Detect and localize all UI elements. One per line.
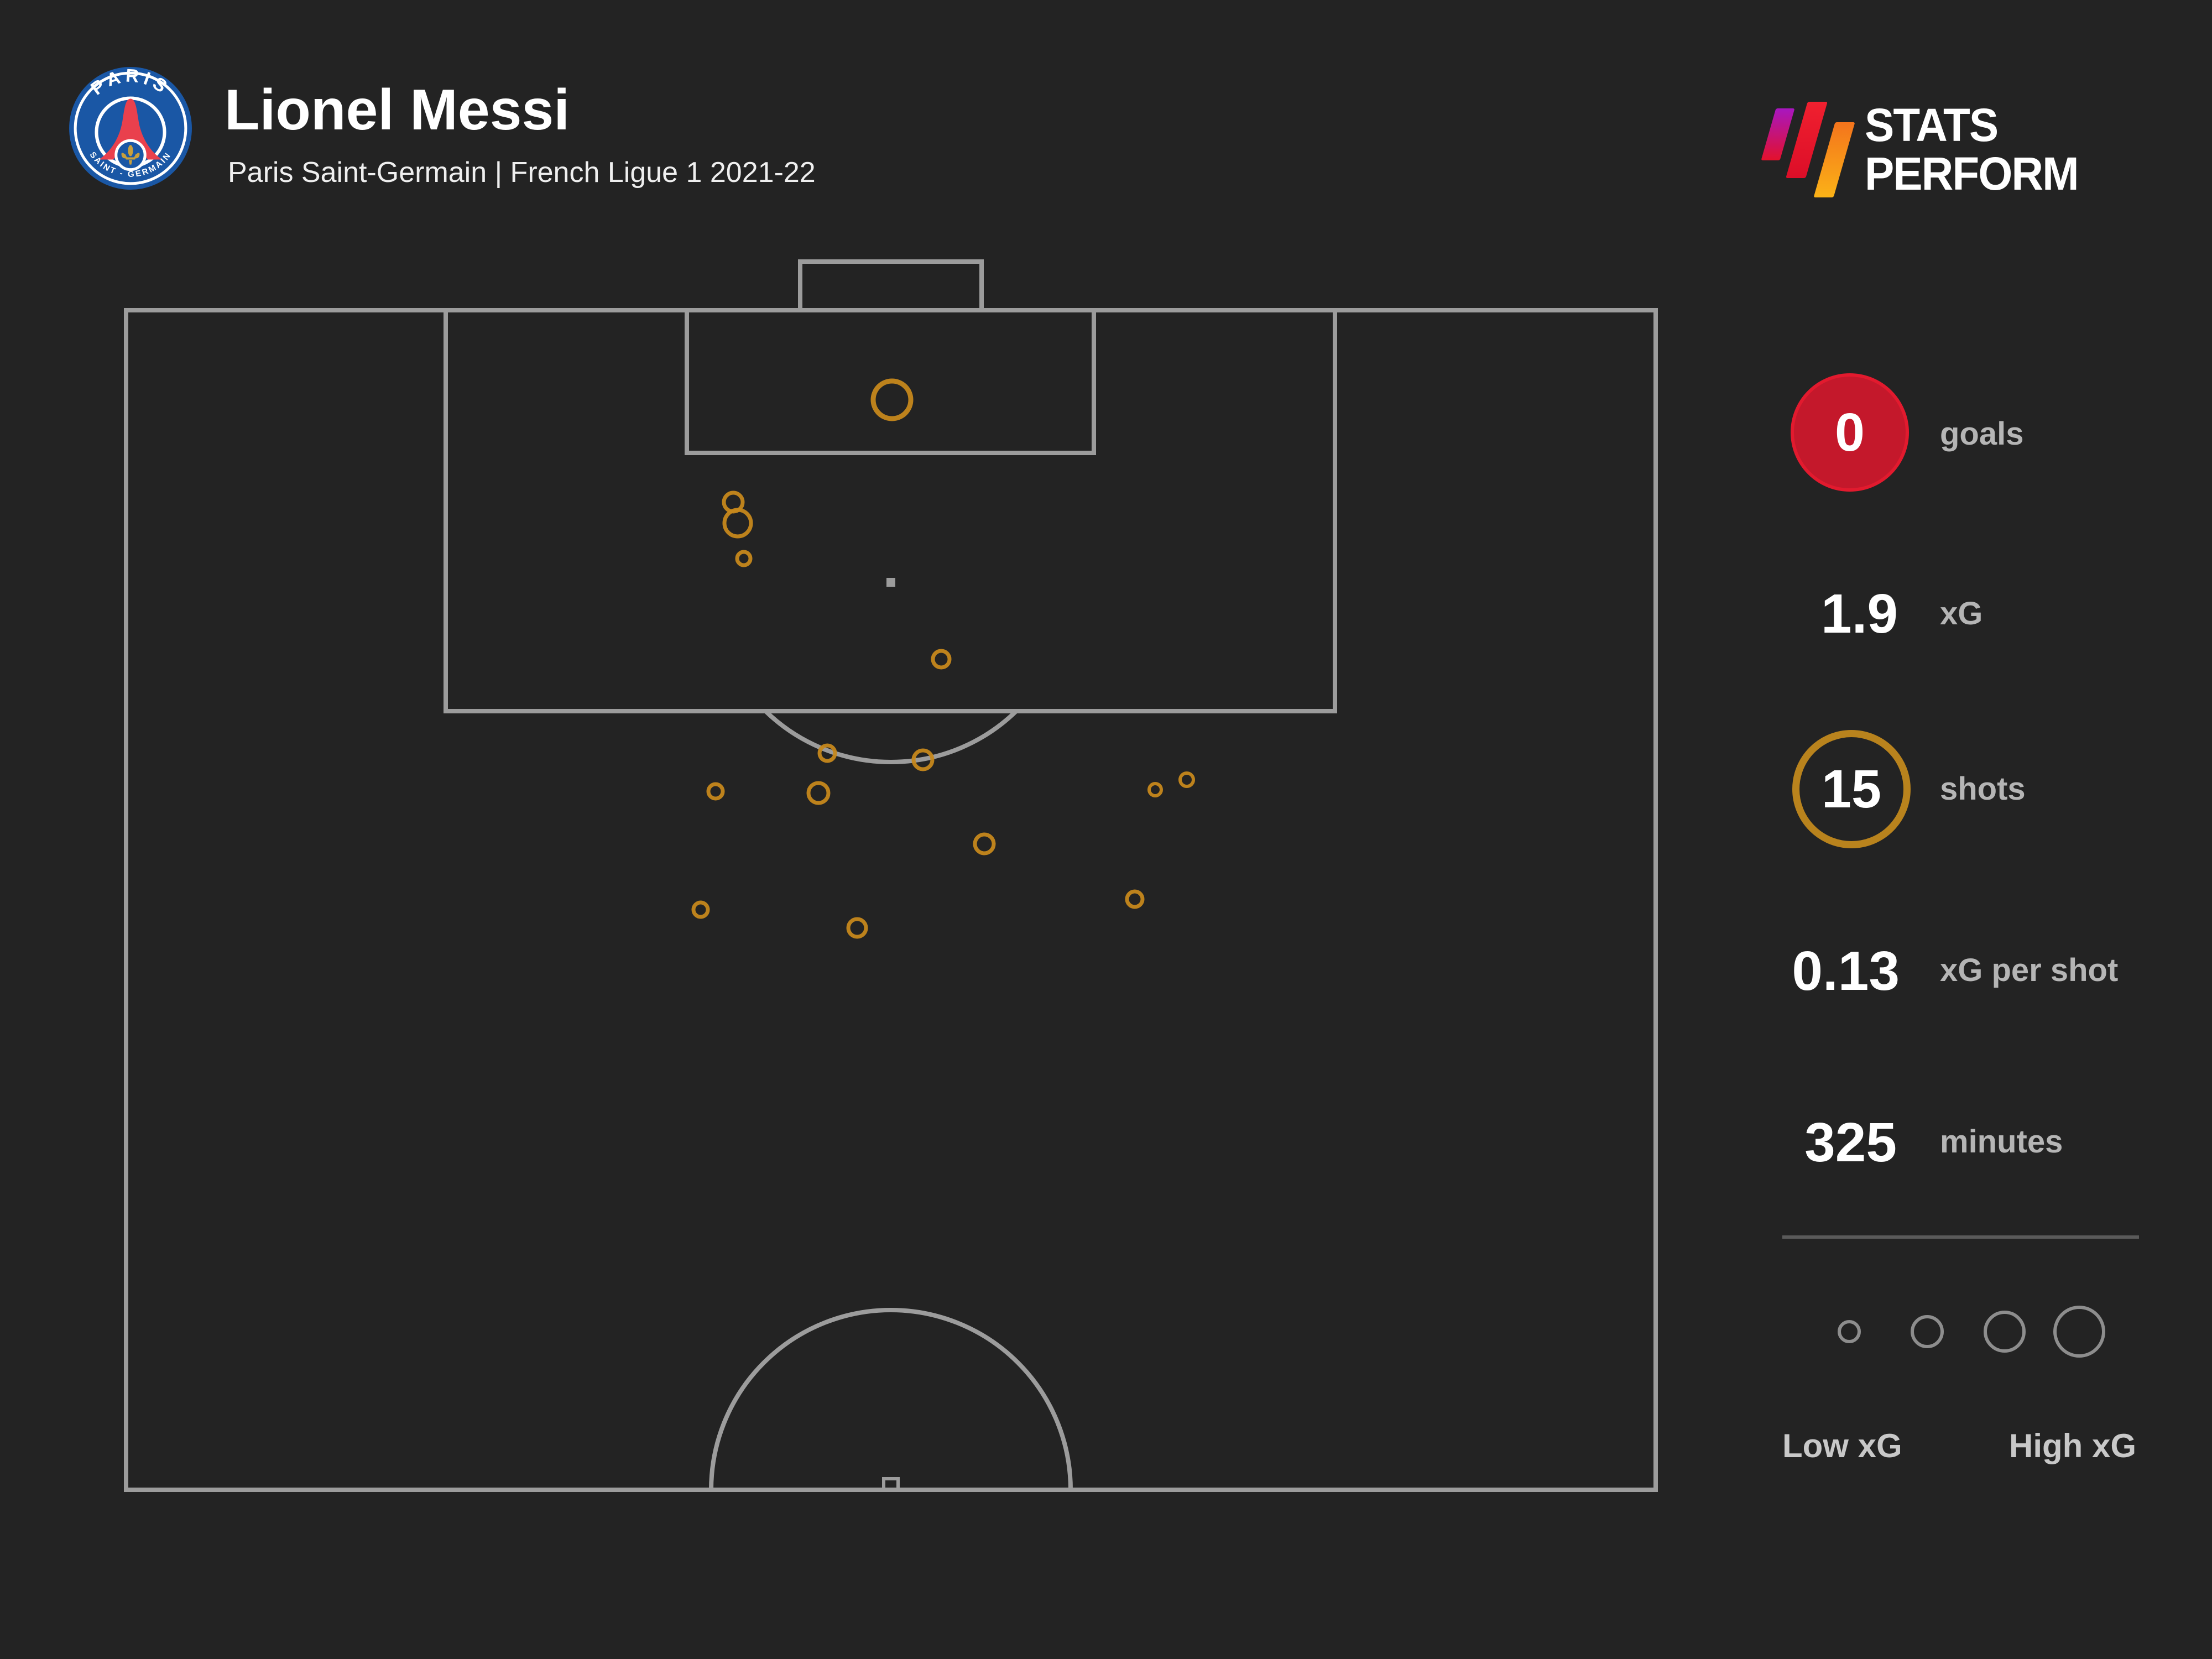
shot-marker <box>722 508 753 539</box>
goal-box <box>798 259 984 312</box>
shot-marker <box>973 832 996 855</box>
psg-club-badge: PARIS SAINT - GERMAIN <box>69 65 192 190</box>
legend-size-circle <box>1984 1311 2026 1353</box>
shot-marker <box>706 782 725 801</box>
xg-per-shot-value: 0.13 <box>1792 940 1900 1002</box>
shots-value: 15 <box>1822 759 1881 819</box>
page-title: Lionel Messi <box>225 78 570 142</box>
goals-badge: 0 <box>1791 373 1909 492</box>
xg-per-shot-label: xG per shot <box>1940 952 2119 988</box>
eiffel-tower-icon <box>98 98 163 160</box>
fleur-de-lis-icon <box>121 145 140 165</box>
xg-label: xG <box>1940 596 1983 632</box>
shot-marker <box>1178 771 1195 788</box>
shot-marker <box>1125 889 1145 909</box>
legend-size-circle <box>2053 1306 2105 1358</box>
xg-value: 1.9 <box>1820 583 1898 645</box>
minutes-value: 325 <box>1804 1112 1897 1173</box>
page-subtitle: Paris Saint-Germain | French Ligue 1 202… <box>228 156 816 189</box>
legend-size-circle <box>1911 1315 1944 1348</box>
minutes-label: minutes <box>1940 1124 2063 1160</box>
legend-low-label: Low xG <box>1782 1427 1902 1464</box>
shot-marker <box>911 748 935 771</box>
shot-marker <box>931 649 952 670</box>
penalty-spot <box>886 578 895 587</box>
stats-perform-wordmark: STATS PERFORM <box>1865 99 2079 200</box>
penalty-arc <box>764 709 1018 764</box>
goals-label: goals <box>1940 416 2024 452</box>
shots-badge: 15 <box>1792 730 1911 848</box>
crest-outer-ring <box>74 71 187 185</box>
legend-size-circle <box>1838 1320 1861 1343</box>
shots-label: shots <box>1940 771 2026 807</box>
shot-marker <box>870 378 914 421</box>
shot-marker <box>1147 782 1163 797</box>
shot-marker <box>817 743 837 763</box>
shot-marker <box>806 781 831 805</box>
penalty-area <box>444 308 1337 713</box>
shot-marker <box>846 917 868 939</box>
goals-value: 0 <box>1835 402 1865 462</box>
pitch-boundary <box>124 308 1658 1492</box>
legend-high-label: High xG <box>2009 1427 2137 1464</box>
shot-marker <box>691 900 710 919</box>
legend-divider <box>1782 1235 2139 1239</box>
brand-line-1: STATS <box>1865 99 1999 151</box>
brand-line-2: PERFORM <box>1865 148 2079 200</box>
center-circle-arc <box>709 1308 1073 1490</box>
center-spot <box>882 1477 900 1491</box>
shot-marker <box>735 550 753 567</box>
